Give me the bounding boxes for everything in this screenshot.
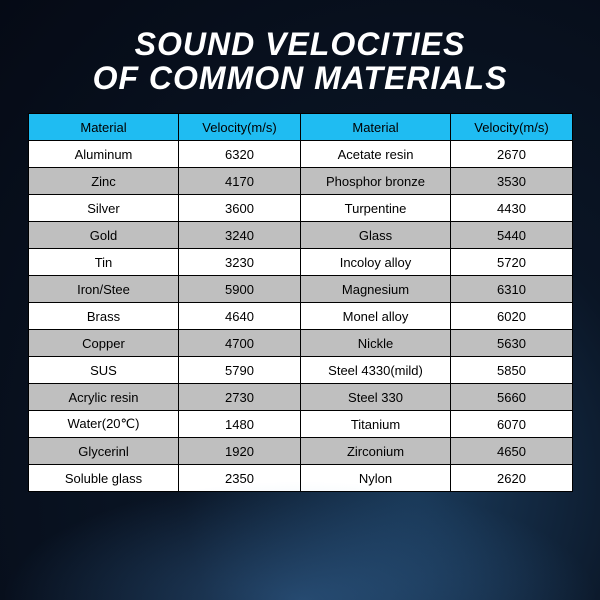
background-glow <box>0 480 600 600</box>
title-heading: SOUND VELOCITIES OF COMMON MATERIALS <box>0 28 600 95</box>
velocity-table: Material Velocity(m/s) Material Velocity… <box>28 113 573 492</box>
table-cell: 3230 <box>179 249 301 276</box>
table-cell: 4430 <box>451 195 573 222</box>
table-cell: Acetate resin <box>301 141 451 168</box>
table-cell: Steel 330 <box>301 384 451 411</box>
table-row: Acrylic resin2730Steel 3305660 <box>29 384 573 411</box>
table-cell: 1920 <box>179 438 301 465</box>
table-cell: Nickle <box>301 330 451 357</box>
table-cell: Monel alloy <box>301 303 451 330</box>
table-cell: 3530 <box>451 168 573 195</box>
table-cell: Copper <box>29 330 179 357</box>
col-header: Material <box>29 114 179 141</box>
col-header: Velocity(m/s) <box>179 114 301 141</box>
table-row: Iron/Stee5900Magnesium6310 <box>29 276 573 303</box>
table-cell: Silver <box>29 195 179 222</box>
table-cell: 5900 <box>179 276 301 303</box>
table-cell: Acrylic resin <box>29 384 179 411</box>
table-cell: Aluminum <box>29 141 179 168</box>
table-cell: 2670 <box>451 141 573 168</box>
table-cell: 4650 <box>451 438 573 465</box>
table-row: Brass4640Monel alloy6020 <box>29 303 573 330</box>
table-cell: Water(20℃) <box>29 411 179 438</box>
table-cell: Soluble glass <box>29 465 179 492</box>
table-cell: Phosphor bronze <box>301 168 451 195</box>
table-cell: Glycerinl <box>29 438 179 465</box>
table-row: Water(20℃)1480Titanium6070 <box>29 411 573 438</box>
table-row: Tin3230Incoloy alloy5720 <box>29 249 573 276</box>
table-cell: 3600 <box>179 195 301 222</box>
table-cell: Zinc <box>29 168 179 195</box>
table-header-row: Material Velocity(m/s) Material Velocity… <box>29 114 573 141</box>
table-cell: 5850 <box>451 357 573 384</box>
table-row: Aluminum6320Acetate resin2670 <box>29 141 573 168</box>
table-cell: 5790 <box>179 357 301 384</box>
table-cell: 6070 <box>451 411 573 438</box>
table-row: Soluble glass2350Nylon2620 <box>29 465 573 492</box>
table-cell: Incoloy alloy <box>301 249 451 276</box>
table-row: SUS5790Steel 4330(mild)5850 <box>29 357 573 384</box>
table-cell: Nylon <box>301 465 451 492</box>
col-header: Velocity(m/s) <box>451 114 573 141</box>
table-cell: 6020 <box>451 303 573 330</box>
table-cell: Brass <box>29 303 179 330</box>
table-cell: 6320 <box>179 141 301 168</box>
table-cell: 4170 <box>179 168 301 195</box>
table-cell: 4640 <box>179 303 301 330</box>
table-cell: 2620 <box>451 465 573 492</box>
table-cell: 5660 <box>451 384 573 411</box>
table-cell: Tin <box>29 249 179 276</box>
table-cell: Iron/Stee <box>29 276 179 303</box>
table-row: Zinc4170Phosphor bronze3530 <box>29 168 573 195</box>
table-cell: Turpentine <box>301 195 451 222</box>
table-cell: 2350 <box>179 465 301 492</box>
table-cell: 1480 <box>179 411 301 438</box>
table-cell: 5440 <box>451 222 573 249</box>
page-title: SOUND VELOCITIES OF COMMON MATERIALS <box>0 0 600 113</box>
table-row: Glycerinl1920Zirconium4650 <box>29 438 573 465</box>
table-cell: 5630 <box>451 330 573 357</box>
title-line-1: SOUND VELOCITIES <box>135 26 466 62</box>
table-cell: 6310 <box>451 276 573 303</box>
table-cell: SUS <box>29 357 179 384</box>
table-cell: Titanium <box>301 411 451 438</box>
table-cell: Magnesium <box>301 276 451 303</box>
table-cell: Zirconium <box>301 438 451 465</box>
col-header: Material <box>301 114 451 141</box>
table-cell: 3240 <box>179 222 301 249</box>
velocity-table-container: Material Velocity(m/s) Material Velocity… <box>28 113 572 492</box>
table-row: Gold3240Glass5440 <box>29 222 573 249</box>
title-line-2: OF COMMON MATERIALS <box>93 60 508 96</box>
table-cell: 4700 <box>179 330 301 357</box>
table-row: Silver3600Turpentine4430 <box>29 195 573 222</box>
table-cell: 5720 <box>451 249 573 276</box>
table-row: Copper4700Nickle5630 <box>29 330 573 357</box>
table-cell: Gold <box>29 222 179 249</box>
table-cell: Glass <box>301 222 451 249</box>
table-cell: 2730 <box>179 384 301 411</box>
table-body: Aluminum6320Acetate resin2670Zinc4170Pho… <box>29 141 573 492</box>
table-cell: Steel 4330(mild) <box>301 357 451 384</box>
